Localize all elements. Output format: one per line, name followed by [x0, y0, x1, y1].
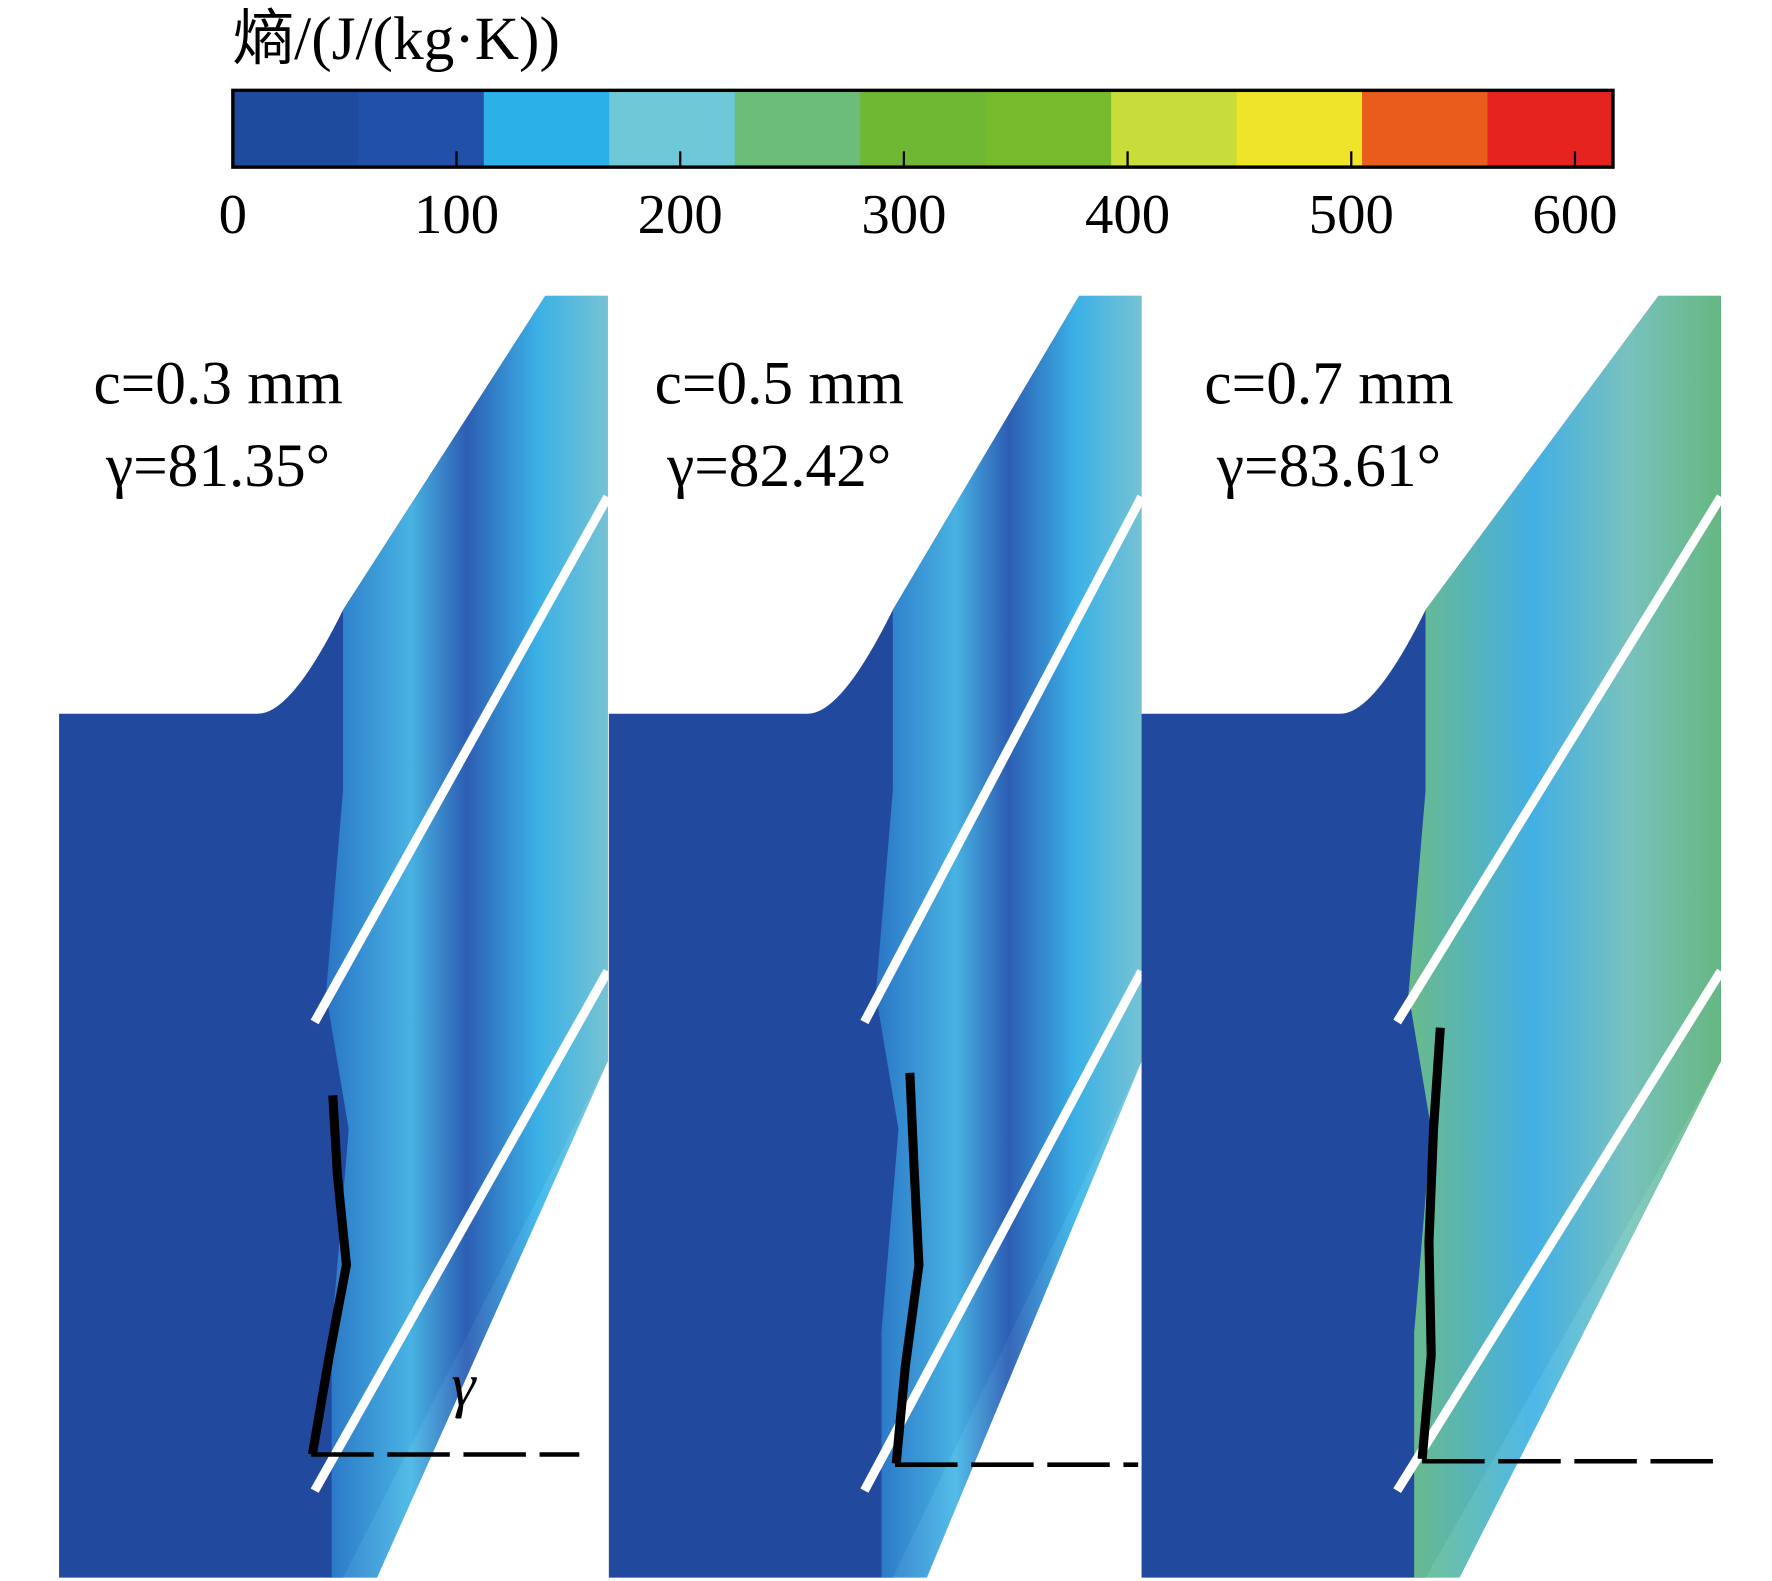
colorbar-band [985, 90, 1113, 168]
gamma-label: γ=81.35° [105, 432, 330, 500]
c-label: c=0.5 mm [655, 350, 904, 418]
colorbar-tick-label: 600 [1532, 184, 1617, 246]
c-label: c=0.3 mm [93, 350, 342, 418]
colorbar-band [358, 90, 485, 168]
colorbar-tick-label: 500 [1309, 184, 1394, 246]
colorbar-frame [231, 88, 1615, 169]
colorbar-tick-label: 100 [414, 184, 499, 246]
angle-symbol: γ [451, 1351, 477, 1419]
colorbar-band [609, 90, 736, 168]
colorbar-tick-label: 200 [638, 184, 723, 246]
blade-passage [1408, 295, 1721, 1578]
panel: c=0.3 mm γ=81.35° [59, 295, 612, 1578]
colorbar-band [483, 90, 611, 168]
blade [1393, 968, 1725, 1494]
colorbar-band [232, 90, 360, 168]
blade [860, 494, 1146, 1025]
gamma-label: γ=83.61° [1216, 432, 1441, 500]
colorbar-band [1362, 90, 1489, 168]
colorbar-band [1487, 90, 1615, 168]
panel: c=0.5 mm γ=82.42° [608, 295, 1146, 1578]
panel: c=0.7 mm γ=83.61° [1141, 295, 1725, 1578]
gamma-label: γ=82.42° [666, 432, 891, 500]
colorbar-band [734, 90, 862, 168]
blade [310, 494, 612, 1025]
colorbar-tick-label: 400 [1085, 184, 1170, 246]
shock-line [891, 1072, 924, 1464]
colorbar-band [1111, 90, 1238, 168]
colorbar-band [1236, 90, 1364, 168]
shock-line [1417, 1027, 1445, 1460]
colorbar: 0 100 200 300 400 500 600 [219, 88, 1618, 246]
blade [860, 969, 1146, 1493]
blade [310, 968, 612, 1493]
blade [1393, 494, 1725, 1025]
colorbar-tick-label: 300 [861, 184, 946, 246]
panels: c=0.3 mm γ=81.35° c=0.5 mm γ=82.42° c=0.7 mm… [59, 295, 1725, 1578]
shock-line [307, 1095, 352, 1456]
c-label: c=0.7 mm [1204, 350, 1453, 418]
colorbar-band [860, 90, 987, 168]
colorbar-tick-label: 0 [219, 184, 247, 246]
colorbar-title: 熵/(J/(kg·K)) [233, 5, 560, 73]
